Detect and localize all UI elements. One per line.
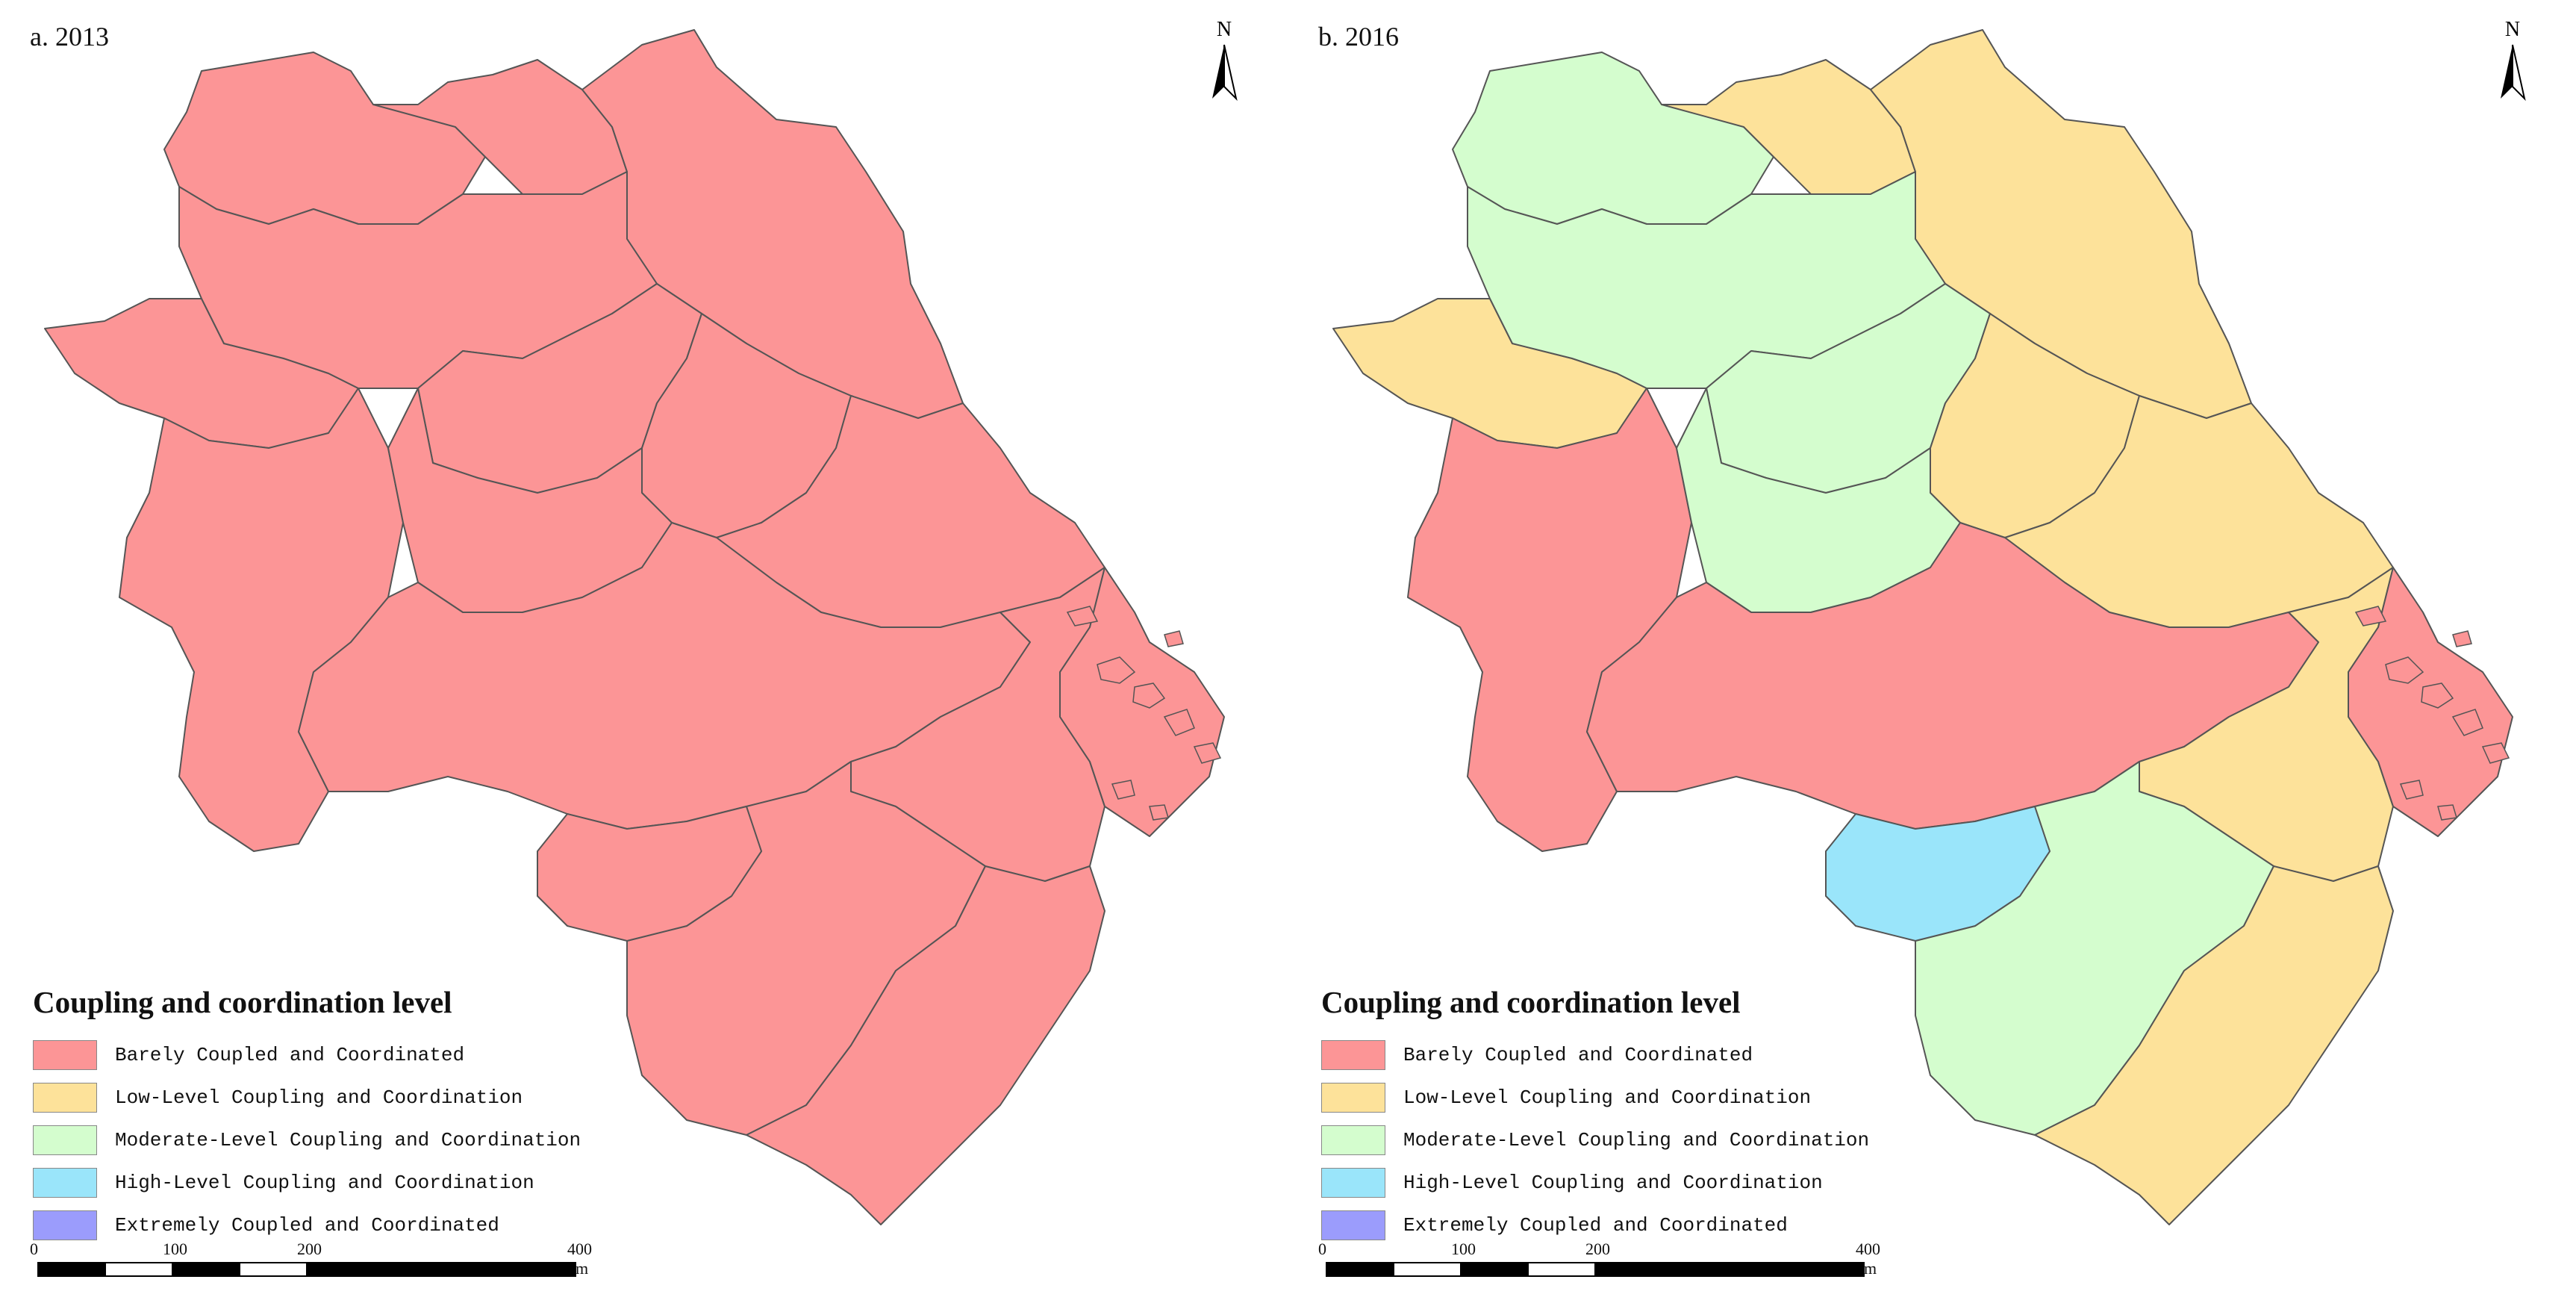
map-2016: [1332, 29, 2513, 1225]
island-3: [2481, 742, 2510, 764]
map-2013: [44, 29, 1225, 1225]
legend-swatch: [1321, 1210, 1385, 1240]
legend-item-moderate: Moderate-Level Coupling and Coordination: [33, 1119, 600, 1161]
region-s4: [746, 865, 1105, 1225]
scale-segment: [1594, 1262, 1865, 1277]
region-s4: [2034, 865, 2394, 1225]
legend-swatch: [33, 1167, 97, 1198]
scale-bar: 0 100 200 400 km: [1318, 1240, 1886, 1292]
legend-swatch: [1321, 1125, 1385, 1155]
island-2: [1163, 709, 1195, 736]
legend-item-barely: Barely Coupled and Coordinated: [33, 1033, 600, 1076]
scale-segment: [239, 1262, 308, 1277]
legend-label: Moderate-Level Coupling and Coordination: [1403, 1128, 1870, 1151]
legend-list: Barely Coupled and Coordinated Low-Level …: [1321, 1033, 1889, 1246]
legend-list: Barely Coupled and Coordinated Low-Level …: [33, 1033, 600, 1246]
island-0: [2385, 656, 2424, 684]
legend-item-low: Low-Level Coupling and Coordination: [1321, 1076, 1889, 1119]
legend-label: Moderate-Level Coupling and Coordination: [115, 1128, 581, 1151]
north-arrow-icon: N: [1212, 18, 1238, 102]
legend-item-barely: Barely Coupled and Coordinated: [1321, 1033, 1889, 1076]
scale-tick-0: 0: [30, 1240, 38, 1258]
legend-label: Extremely Coupled and Coordinated: [1403, 1213, 1788, 1237]
legend-swatch: [33, 1039, 97, 1070]
legend-item-high: High-Level Coupling and Coordination: [1321, 1161, 1889, 1204]
legend-label: Low-Level Coupling and Coordination: [1403, 1086, 1812, 1109]
scale-segment: [172, 1262, 240, 1277]
island-1: [1132, 682, 1166, 709]
scale-segment: [1460, 1262, 1529, 1277]
island-7: [1164, 630, 1184, 647]
scale-segment: [105, 1262, 173, 1277]
legend-item-low: Low-Level Coupling and Coordination: [33, 1076, 600, 1119]
legend-swatch: [1321, 1082, 1385, 1113]
legend-title: Coupling and coordination level: [1321, 985, 1741, 1019]
scale-tick-200: 200: [1585, 1240, 1610, 1258]
island-2: [2451, 709, 2483, 736]
north-label: N: [1217, 18, 1232, 41]
legend-title: Coupling and coordination level: [33, 985, 452, 1019]
region-sw2: [537, 806, 762, 942]
scale-tick-200: 200: [297, 1240, 322, 1258]
panel-label: a. 2013: [30, 22, 109, 52]
legend-label: High-Level Coupling and Coordination: [115, 1171, 534, 1194]
region-n1: [1452, 52, 1774, 225]
legend-swatch: [33, 1125, 97, 1155]
island-4: [1111, 780, 1135, 800]
scale-tick-100: 100: [163, 1240, 187, 1258]
north-label: N: [2505, 18, 2520, 41]
scale-tick-100: 100: [1451, 1240, 1476, 1258]
legend-label: Barely Coupled and Coordinated: [1403, 1043, 1753, 1066]
island-1: [2421, 682, 2454, 709]
legend-item-extreme: Extremely Coupled and Coordinated: [33, 1204, 600, 1246]
panel-label: b. 2016: [1318, 22, 1399, 52]
legend-label: Barely Coupled and Coordinated: [115, 1043, 465, 1066]
island-7: [2452, 630, 2472, 647]
legend-item-moderate: Moderate-Level Coupling and Coordination: [1321, 1119, 1889, 1161]
region-w2: [1467, 171, 1946, 389]
scale-segment: [306, 1262, 576, 1277]
legend-label: Extremely Coupled and Coordinated: [115, 1213, 499, 1237]
region-n1: [163, 52, 486, 225]
legend-swatch: [33, 1082, 97, 1113]
island-3: [1193, 742, 1222, 764]
legend-label: Low-Level Coupling and Coordination: [115, 1086, 523, 1109]
scale-bar: 0 100 200 400 km: [30, 1240, 597, 1292]
legend-item-high: High-Level Coupling and Coordination: [33, 1161, 600, 1204]
region-sw2: [1825, 806, 2050, 942]
scale-tick-0: 0: [1318, 1240, 1326, 1258]
island-5: [1149, 804, 1169, 821]
scale-segment: [1393, 1262, 1462, 1277]
map-panel-2016: b. 2016 N Coupling and coordination leve…: [1288, 0, 2576, 1306]
island-6: [1066, 606, 1099, 626]
island-5: [2437, 804, 2457, 821]
legend-swatch: [1321, 1039, 1385, 1070]
scale-segment: [1326, 1262, 1394, 1277]
legend: Coupling and coordination level Barely C…: [1321, 984, 1889, 1246]
scale-segment: [1527, 1262, 1596, 1277]
legend-label: High-Level Coupling and Coordination: [1403, 1171, 1823, 1194]
legend: Coupling and coordination level Barely C…: [33, 984, 600, 1246]
scale-segment: [37, 1262, 106, 1277]
island-0: [1097, 656, 1136, 684]
map-panel-2013: a. 2013 N Coupling and coordination leve…: [30, 18, 1238, 1292]
region-w2: [178, 171, 658, 389]
legend-item-extreme: Extremely Coupled and Coordinated: [1321, 1204, 1889, 1246]
island-6: [2354, 606, 2387, 626]
legend-swatch: [1321, 1167, 1385, 1198]
legend-swatch: [33, 1210, 97, 1240]
north-arrow-icon: N: [2501, 18, 2526, 102]
island-4: [2399, 780, 2424, 800]
